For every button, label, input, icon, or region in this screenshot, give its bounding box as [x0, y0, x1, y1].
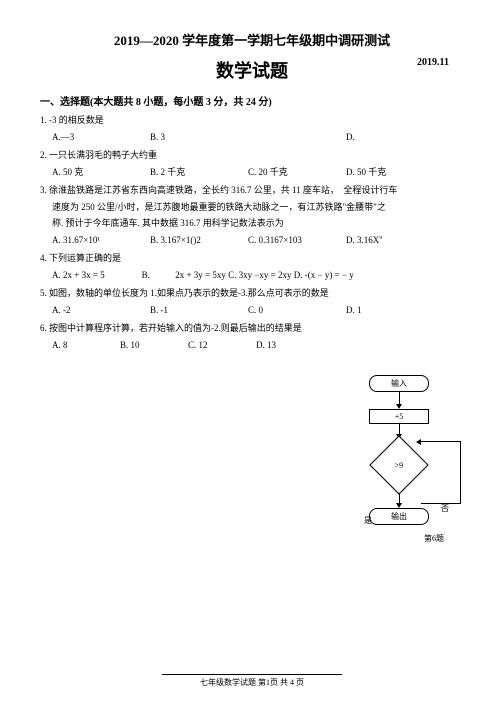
q3-line3: 称. 预计于今年底通车. 其中数据 316.7 用科学记数法表示为 — [40, 217, 464, 231]
page-footer: 七年级数学试题 第1页 共 4 页 — [0, 674, 504, 688]
title-main: 2019—2020 学年度第一学期七年级期中调研测试 — [40, 30, 464, 49]
q2-opt-a: A. 50 克 — [52, 166, 150, 180]
q6-opt-c: C. 12 — [188, 339, 256, 353]
q1-opt-b: B. 3 — [150, 131, 248, 145]
flowchart: 输入 +5 >9 是 否 输出 第6题 — [349, 375, 449, 544]
question-5: 5. 如图，数轴的单位长度为 1.如果点乃表示的数是-3.那么点可表示的数是 A… — [40, 287, 464, 317]
q6-opt-b: B. 10 — [120, 339, 188, 353]
q3-opt-c: C. 0.3167×103 — [248, 234, 346, 248]
q1-text: 1. -3 的相反数是 — [40, 114, 464, 128]
title-sub: 数学试题 — [216, 57, 288, 83]
q2-opt-b: B. 2 千克 — [150, 166, 248, 180]
fc-op: +5 — [369, 409, 429, 424]
title-row: 数学试题 2019.11 — [40, 57, 464, 83]
q4-opt-c: 2x + 3y = 5xy C. 3xy −xy = 2xy D. -(x − … — [175, 269, 444, 283]
q6-opt-a: A. 8 — [52, 339, 120, 353]
fc-output: 输出 — [369, 508, 429, 525]
q5-opt-a: A. -2 — [52, 304, 150, 318]
section-1-header: 一、选择题(本大题共 8 小题，每小题 3 分，共 24 分) — [40, 93, 464, 108]
fc-input: 输入 — [369, 375, 429, 392]
q2-text: 2. 一只长满羽毛的鸭子大约重 — [40, 149, 464, 163]
q5-opt-c: C. 0 — [248, 304, 346, 318]
q4-opt-b: B. — [142, 269, 176, 283]
fc-loop-line — [421, 441, 461, 504]
title-date: 2019.11 — [417, 57, 449, 68]
q3-opt-b: B. 3.167×1()2 — [150, 234, 248, 248]
question-1: 1. -3 的相反数是 A.—3 B. 3 D. — [40, 114, 464, 144]
question-6: 6. 按图中计算程序计算，若开始输入的值为-2.则最后输出的结果是 A. 8 B… — [40, 322, 464, 352]
q3-opt-d: D. 3.16X'' — [346, 234, 444, 248]
question-2: 2. 一只长满羽毛的鸭子大约重 A. 50 克 B. 2 千克 C. 20 千克… — [40, 149, 464, 179]
question-4: 4. 下列运算正确的是 A. 2x + 3x = 5 B. 2x + 3y = … — [40, 252, 464, 282]
q2-opt-c: C. 20 千克 — [248, 166, 346, 180]
q3-line1: 3. 徐淮盐铁路是江苏省东西向高速铁路，全长约 316.7 公里，共 11 座车… — [40, 184, 464, 198]
fc-cond-text: >9 — [395, 460, 404, 469]
q1-opt-a: A.—3 — [52, 131, 150, 145]
q5-opt-d: D. 1 — [346, 304, 444, 318]
q4-opt-a: A. 2x + 3x = 5 — [52, 269, 142, 283]
q3-line2: 速度为 250 公里/小时，是江苏腹地最重要的铁路大动脉之一，有江苏铁路"金腰带… — [40, 201, 464, 215]
q2-opt-d: D. 50 千克 — [346, 166, 444, 180]
q3-opt-a: A. 31.67×10¹ — [52, 234, 150, 248]
q4-text: 4. 下列运算正确的是 — [40, 252, 464, 266]
fc-no-label: 否 — [441, 503, 449, 514]
q1-opt-c — [248, 131, 346, 145]
q1-opt-d: D. — [346, 131, 444, 145]
q5-text: 5. 如图，数轴的单位长度为 1.如果点乃表示的数是-3.那么点可表示的数是 — [40, 287, 464, 301]
fc-caption: 第6题 — [349, 533, 449, 544]
q6-opt-d: D. 13 — [256, 339, 324, 353]
question-3: 3. 徐淮盐铁路是江苏省东西向高速铁路，全长约 316.7 公里，共 11 座车… — [40, 184, 464, 247]
fc-yes-label: 是 — [364, 515, 372, 526]
q5-opt-b: B. -1 — [150, 304, 248, 318]
footer-text: 七年级数学试题 第1页 共 4 页 — [200, 678, 304, 687]
q6-text: 6. 按图中计算程序计算，若开始输入的值为-2.则最后输出的结果是 — [40, 322, 464, 336]
